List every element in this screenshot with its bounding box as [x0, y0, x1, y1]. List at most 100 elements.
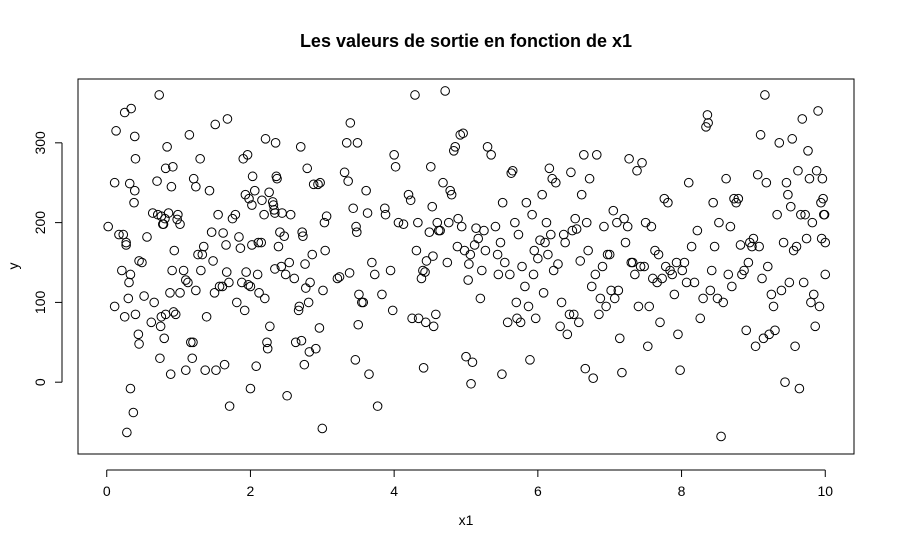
data-points: [103, 86, 831, 442]
data-point: [117, 265, 127, 276]
data-point: [750, 341, 761, 352]
data-point: [247, 200, 257, 210]
data-point: [624, 153, 634, 164]
x-tick-label: 8: [678, 483, 686, 499]
data-point: [114, 229, 124, 240]
data-point: [234, 232, 244, 242]
data-point: [493, 269, 504, 280]
data-point: [748, 233, 759, 244]
data-point: [149, 297, 159, 308]
data-point: [594, 309, 604, 320]
data-point: [558, 229, 569, 240]
data-point: [211, 365, 221, 376]
data-point: [787, 134, 798, 144]
data-point: [221, 240, 231, 250]
data-point: [321, 211, 332, 222]
data-point: [269, 205, 279, 215]
data-point: [160, 213, 170, 224]
data-point: [361, 185, 371, 196]
data-point: [183, 277, 193, 288]
data-point: [435, 225, 445, 236]
data-point: [237, 277, 247, 288]
data-point: [708, 197, 718, 208]
data-point: [579, 150, 589, 160]
data-point: [584, 173, 595, 184]
data-point: [804, 173, 815, 184]
data-point: [663, 197, 673, 208]
data-point: [221, 267, 232, 277]
data-point: [195, 153, 205, 164]
data-point: [604, 249, 615, 260]
data-point: [465, 249, 476, 260]
data-point: [727, 281, 737, 292]
data-point: [500, 257, 510, 268]
data-point: [780, 377, 790, 387]
data-point: [244, 193, 254, 204]
data-point: [459, 245, 470, 256]
data-point: [186, 337, 196, 348]
data-point: [669, 289, 680, 300]
data-point: [606, 285, 616, 296]
data-point: [344, 268, 355, 278]
data-point: [300, 283, 311, 293]
data-point: [564, 309, 575, 320]
data-point: [163, 208, 174, 218]
data-point: [456, 221, 467, 232]
data-point: [718, 297, 729, 308]
data-point: [142, 232, 152, 242]
data-point: [760, 90, 770, 100]
data-point: [811, 165, 822, 176]
data-point: [818, 193, 828, 204]
data-point: [200, 365, 210, 376]
x-axis: 0 2 4 6 8 10: [103, 469, 833, 499]
data-point: [679, 257, 690, 268]
data-point: [352, 138, 363, 148]
data-point: [204, 185, 215, 196]
data-point: [173, 209, 183, 220]
data-point: [548, 265, 559, 276]
data-point: [289, 273, 300, 284]
data-point: [273, 241, 284, 252]
data-point: [820, 237, 831, 248]
data-point: [510, 217, 520, 228]
data-point: [492, 249, 503, 260]
data-point: [208, 256, 218, 266]
data-point: [646, 221, 657, 232]
data-point: [568, 309, 579, 320]
data-point: [162, 142, 172, 152]
data-point: [193, 249, 203, 260]
data-point: [637, 157, 647, 168]
data-point: [260, 293, 270, 304]
data-point: [479, 225, 489, 236]
data-point: [231, 297, 242, 308]
data-point: [764, 329, 775, 340]
data-point: [308, 179, 319, 190]
data-point: [343, 176, 353, 186]
data-point: [398, 219, 409, 230]
data-point: [385, 265, 396, 276]
data-point: [134, 339, 144, 349]
y-tick-label: 100: [32, 291, 48, 315]
data-point: [109, 177, 120, 188]
data-point: [187, 353, 198, 364]
data-point: [521, 197, 532, 208]
data-point: [528, 269, 539, 280]
data-point: [341, 138, 352, 148]
data-point: [574, 317, 584, 328]
data-point: [380, 209, 391, 220]
data-point: [453, 213, 463, 224]
data-point: [597, 261, 608, 272]
data-point: [410, 90, 420, 100]
data-point: [103, 221, 113, 232]
y-axis: 0 100 200 300: [32, 131, 63, 386]
y-tick-label: 0: [32, 378, 48, 386]
data-point: [785, 201, 796, 212]
data-point: [418, 265, 428, 276]
data-point: [513, 229, 524, 240]
data-point: [147, 208, 158, 218]
data-point: [206, 227, 217, 237]
data-point: [348, 203, 358, 214]
data-point: [413, 313, 424, 324]
data-point: [495, 237, 506, 248]
data-point: [247, 171, 258, 182]
